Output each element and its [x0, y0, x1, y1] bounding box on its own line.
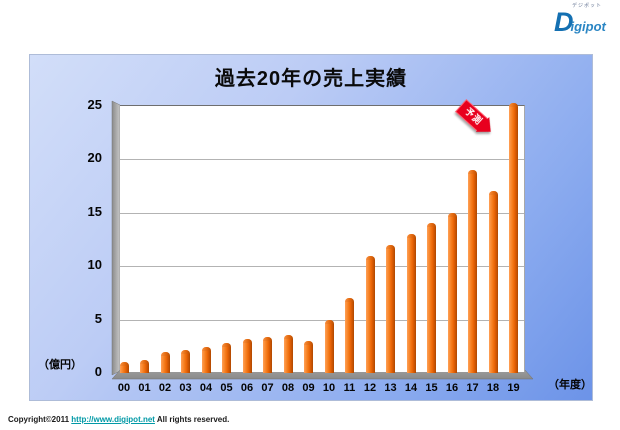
bar-03 [181, 349, 190, 373]
x-tick-04: 04 [199, 382, 213, 394]
bar-12 [365, 255, 375, 373]
x-tick-08: 08 [281, 382, 295, 394]
logo-letter-d: D [554, 7, 574, 37]
copyright-suffix: All rights reserved. [156, 415, 230, 424]
plot-area [120, 105, 525, 372]
y-tick-0: 0 [94, 364, 102, 379]
bar-17 [468, 170, 477, 373]
y-tick-20: 20 [87, 150, 102, 166]
x-tick-07: 07 [261, 382, 274, 394]
bar-01 [140, 360, 149, 373]
bar-09 [304, 340, 313, 373]
bar-02 [160, 351, 170, 373]
x-tick-12: 12 [363, 382, 377, 394]
y-axis-unit-label: （億円） [38, 359, 82, 371]
bar-11 [345, 298, 354, 373]
chart-title: 過去20年の売上実績 [214, 68, 408, 90]
digipot-link[interactable]: http://www.digipot.net [71, 415, 155, 424]
bar-06 [242, 338, 252, 373]
x-tick-11: 11 [343, 382, 356, 394]
y-tick-15: 15 [87, 203, 102, 219]
x-tick-19: 19 [507, 382, 520, 394]
gridline-10 [120, 266, 524, 268]
chart-slide: 過去20年の売上実績 0 5 10 15 20 25 00 01 02 03 04 05 06 07 08… [30, 55, 592, 400]
x-tick-10: 10 [322, 382, 336, 394]
bar-04 [201, 347, 211, 373]
x-tick-15: 15 [425, 382, 438, 394]
bar-15 [427, 223, 436, 373]
bar-05 [222, 343, 231, 373]
logo-tagline: デジポット [572, 3, 603, 9]
gridline-5 [120, 319, 524, 321]
x-tick-16: 16 [445, 382, 459, 394]
logo-brand: Digipot [554, 9, 606, 36]
x-tick-09: 09 [302, 382, 315, 394]
x-tick-18: 18 [486, 382, 500, 394]
y-tick-25: 25 [87, 97, 102, 112]
bar-14 [406, 234, 416, 373]
bar-series [119, 102, 525, 373]
x-tick-14: 14 [404, 382, 418, 394]
x-tick-00: 00 [117, 382, 131, 394]
gridline-15 [120, 212, 524, 214]
x-tick-17: 17 [466, 382, 479, 394]
bar-07 [263, 336, 272, 373]
bar-08 [283, 334, 293, 373]
gridline-20 [120, 159, 524, 161]
logo-rest: igipot [570, 19, 606, 34]
bar-00 [119, 362, 129, 373]
y-tick-10: 10 [87, 257, 102, 273]
x-tick-13: 13 [384, 382, 397, 394]
copyright-footer: Copyright©2011 http://www.digipot.net Al… [8, 415, 229, 424]
x-tick-06: 06 [240, 382, 254, 394]
copyright-prefix: Copyright©2011 [8, 415, 70, 424]
digipot-logo: デジポット Digipot [554, 4, 614, 36]
bar-16 [447, 212, 457, 373]
bar-19 [509, 102, 518, 373]
x-tick-02: 02 [158, 382, 172, 394]
x-axis-unit-label: （年度） [548, 379, 592, 391]
bar-13 [386, 244, 395, 373]
y-tick-5: 5 [94, 310, 102, 326]
x-tick-03: 03 [179, 382, 192, 394]
bar-10 [324, 319, 334, 373]
x-tick-05: 05 [220, 382, 233, 394]
x-tick-01: 01 [138, 382, 151, 394]
bar-18 [488, 191, 498, 373]
